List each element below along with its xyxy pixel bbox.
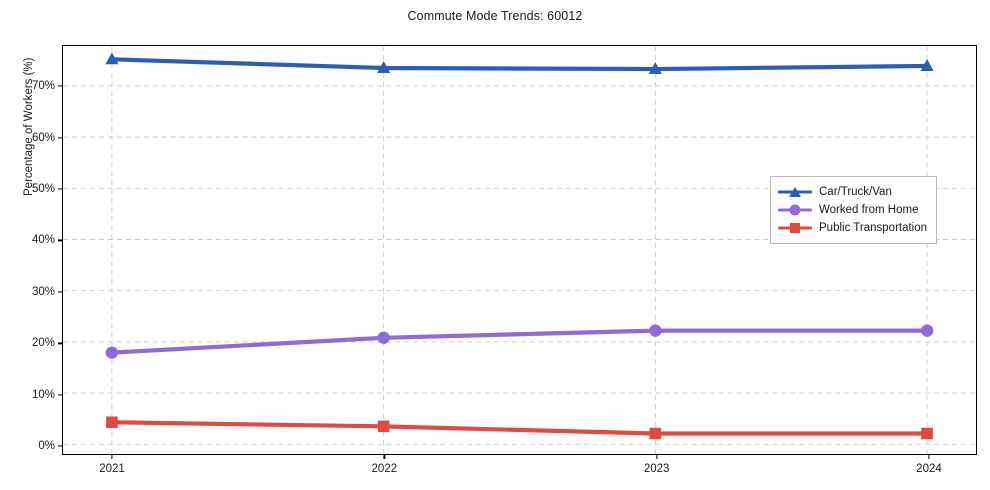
legend-label-public-transportation: Public Transportation [819, 222, 928, 234]
y-tick-label: 70% [31, 80, 55, 93]
series-worked-from-home [105, 324, 934, 359]
x-tick-label: 2024 [916, 463, 942, 475]
x-tick-mark [111, 454, 113, 459]
legend-label-worked-from-home: Worked from Home [819, 204, 919, 216]
x-tick-mark [928, 454, 930, 459]
data-point [920, 324, 934, 337]
legend-item-worked-from-home[interactable]: Worked from Home [778, 201, 927, 219]
circle-marker-icon [789, 204, 801, 216]
y-tick-mark [58, 85, 63, 87]
y-tick-label: 30% [31, 285, 55, 298]
y-tick-mark [58, 136, 63, 139]
data-point [649, 427, 662, 440]
chart-legend: Car/Truck/Van Worked from Home Public Tr… [770, 176, 938, 244]
y-tick-label: 60% [31, 131, 55, 144]
legend-swatch-car-truck-van [778, 185, 812, 199]
data-point [920, 58, 934, 71]
y-tick-mark [58, 239, 63, 242]
y-tick-label: 10% [31, 388, 55, 401]
y-axis-label: Percentage of Workers (%) [23, 57, 35, 196]
x-tick-mark [656, 454, 658, 459]
data-point [377, 331, 390, 344]
data-point [377, 61, 391, 73]
y-tick-mark [58, 394, 63, 396]
data-point [648, 62, 662, 75]
square-marker-icon [790, 223, 800, 233]
data-point [106, 416, 118, 429]
series-car-truck-van [105, 52, 934, 75]
x-tick-label: 2022 [371, 463, 398, 475]
data-point [377, 420, 390, 433]
y-tick-mark [58, 291, 63, 293]
legend-label-car-truck-van: Car/Truck/Van [819, 186, 892, 198]
y-tick-label: 20% [31, 337, 55, 350]
x-tick-label: 2023 [643, 463, 670, 475]
plot-area: Percentage of Workers (%) 0% 10% 20% 30% 40%… [23, 45, 977, 475]
series-public-transportation [106, 416, 933, 440]
y-tick-mark [58, 445, 63, 447]
x-tick-label: 2021 [99, 463, 125, 475]
data-series-layer [105, 52, 934, 440]
data-point [105, 52, 119, 65]
x-tick-mark [383, 454, 385, 459]
y-tick-mark [58, 342, 63, 344]
y-tick-mark [58, 188, 63, 190]
page-title: Commute Mode Trends: 60012 [407, 9, 583, 23]
legend-item-car-truck-van[interactable]: Car/Truck/Van [778, 183, 927, 201]
y-tick-label: 50% [31, 183, 55, 195]
triangle-marker-icon [789, 187, 801, 197]
legend-swatch-public-transportation [778, 221, 812, 235]
data-point [921, 427, 933, 440]
legend-swatch-worked-from-home [778, 203, 812, 217]
legend-item-public-transportation[interactable]: Public Transportation [778, 219, 927, 237]
data-point [105, 346, 119, 359]
data-point [649, 324, 662, 337]
y-tick-label: 40% [31, 234, 55, 247]
y-tick-label: 0% [38, 440, 55, 453]
